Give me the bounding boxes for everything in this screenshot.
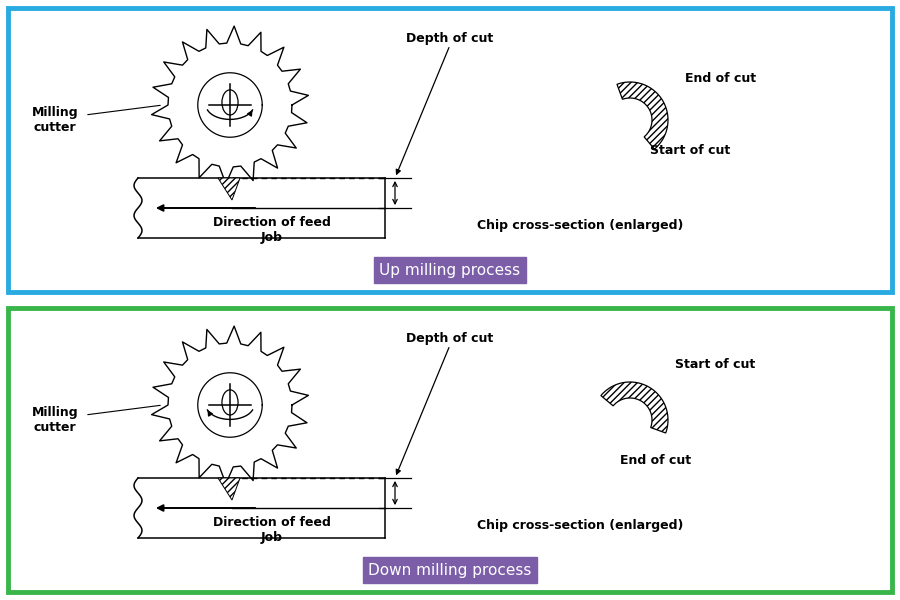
Polygon shape [601,382,668,433]
FancyBboxPatch shape [8,308,892,592]
Text: Start of cut: Start of cut [675,358,755,371]
Text: End of cut: End of cut [685,71,756,85]
Text: Depth of cut: Depth of cut [407,32,493,45]
Text: Milling
cutter: Milling cutter [32,106,78,134]
Text: Chip cross-section (enlarged): Chip cross-section (enlarged) [477,518,683,532]
Polygon shape [218,478,240,500]
Polygon shape [617,82,668,149]
Text: Depth of cut: Depth of cut [407,332,493,345]
Text: Milling
cutter: Milling cutter [32,406,78,434]
Text: End of cut: End of cut [620,454,691,467]
Text: Direction of feed
Job: Direction of feed Job [212,516,330,544]
FancyBboxPatch shape [8,8,892,292]
Text: Start of cut: Start of cut [650,143,730,157]
Text: Chip cross-section (enlarged): Chip cross-section (enlarged) [477,218,683,232]
Text: Down milling process: Down milling process [368,563,532,577]
Text: Direction of feed
Job: Direction of feed Job [212,216,330,244]
Polygon shape [218,178,240,200]
Text: Up milling process: Up milling process [380,263,520,277]
